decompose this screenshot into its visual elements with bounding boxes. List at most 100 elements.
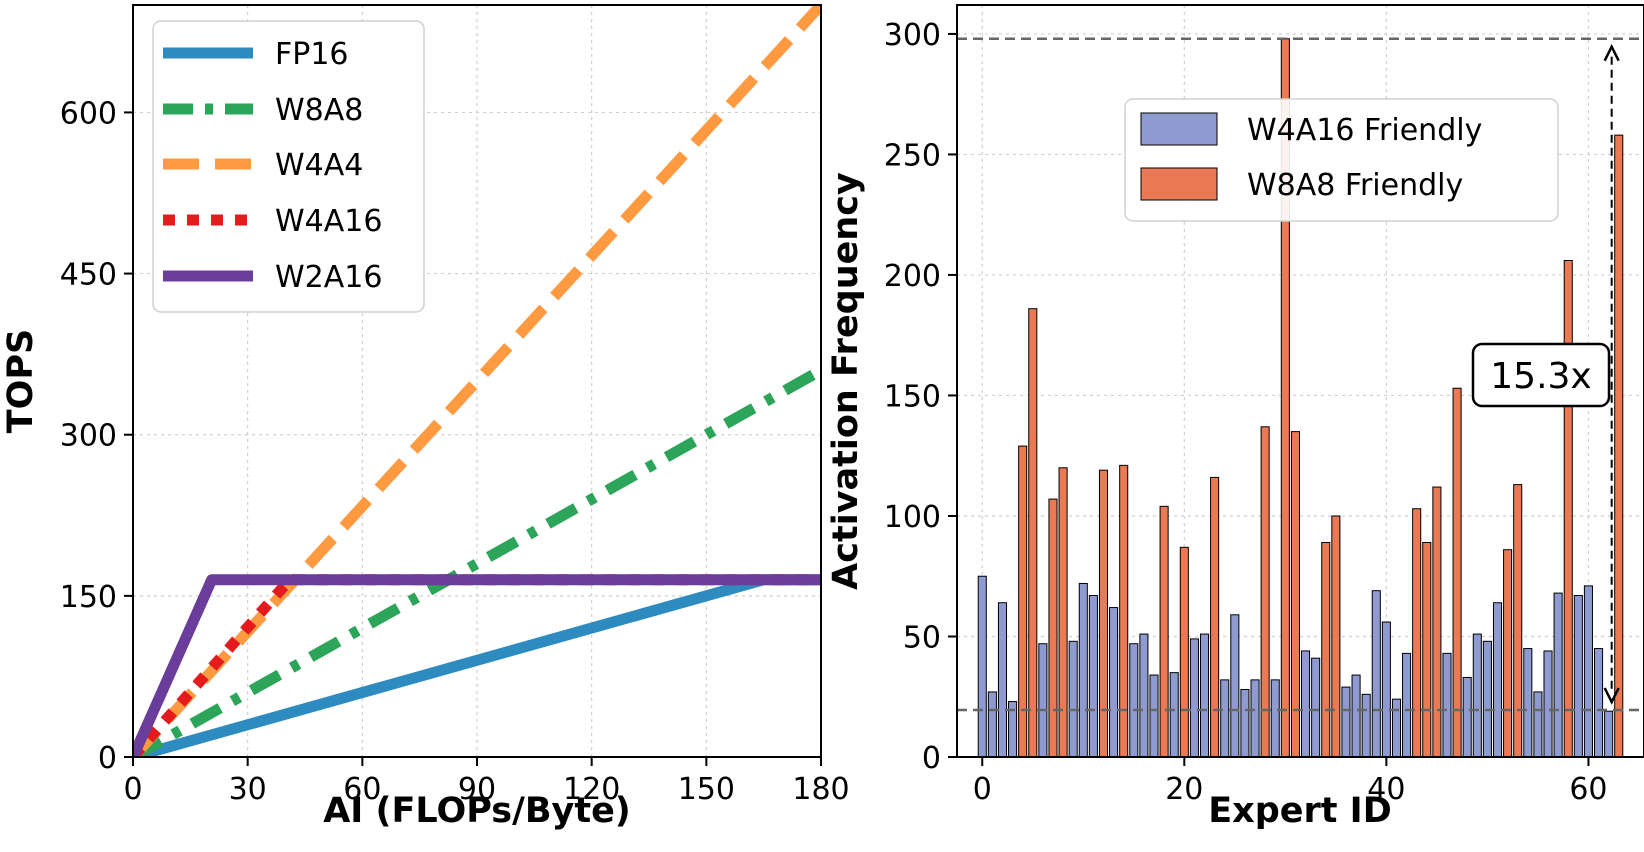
bar-expert-32 — [1301, 650, 1311, 758]
bar-expert-12 — [1098, 469, 1109, 758]
right-x-tick-label: 20 — [1165, 772, 1203, 807]
bar-expert-15 — [1129, 643, 1139, 758]
bar-expert-7 — [1048, 498, 1058, 758]
bar-expert-26 — [1240, 689, 1250, 758]
bar-expert-35 — [1331, 515, 1341, 758]
annotation-arrowhead-bottom — [1603, 687, 1620, 705]
annotation-label: 15.3x — [1490, 356, 1591, 397]
right-y-tick-label: 150 — [884, 379, 941, 414]
bar-expert-17 — [1149, 674, 1159, 758]
right-y-tick-label: 50 — [903, 620, 941, 655]
left-series-lines — [133, 5, 821, 757]
roofline-chart: 0 30 60 90 120 150 180 0 150 300 450 600 AI (FLOPs/… — [1, 4, 850, 831]
left-x-tick-label: 60 — [343, 772, 381, 807]
left-legend: FP16 W8A8 W4A4 W4A16 W2A16 — [152, 20, 425, 313]
bar-expert-14 — [1119, 464, 1129, 758]
bar-expert-16 — [1139, 633, 1149, 758]
bar-expert-45 — [1432, 486, 1442, 758]
bar-expert-59 — [1573, 595, 1583, 758]
right-ticks: 0 20 40 60 0 50 100 150 200 250 300 — [884, 18, 1608, 807]
right-y-tick-label: 250 — [884, 138, 941, 173]
bar-expert-1 — [987, 691, 997, 758]
bar-expert-53 — [1513, 484, 1523, 758]
annotation-arrowhead-top — [1603, 43, 1620, 62]
bar-expert-61 — [1594, 648, 1604, 758]
right-plot-frame — [956, 4, 1644, 758]
left-ticks: 0 30 60 90 120 150 180 0 150 300 450 600 — [60, 96, 850, 807]
right-y-tick-label: 200 — [884, 259, 941, 294]
right-y-axis-label: Activation Frequency — [826, 172, 866, 590]
right-x-tick-label: 0 — [973, 772, 992, 807]
bar-expert-23 — [1210, 476, 1220, 758]
bar-expert-51 — [1492, 602, 1503, 758]
right-y-tick-label: 0 — [922, 741, 941, 776]
bar-expert-41 — [1391, 698, 1402, 758]
legend-label-fp16: FP16 — [275, 37, 349, 72]
bar-expert-62 — [1604, 710, 1614, 758]
bar-expert-49 — [1472, 633, 1482, 758]
left-x-tick-label: 120 — [563, 772, 620, 807]
right-legend: W4A16 Friendly W8A8 Friendly — [1124, 98, 1559, 222]
left-y-tick-label: 450 — [60, 258, 117, 293]
bar-expert-31 — [1290, 431, 1300, 758]
legend-label-w4a4: W4A4 — [275, 148, 363, 183]
bar-expert-57 — [1553, 592, 1563, 758]
bar-expert-2 — [997, 602, 1007, 758]
bar-expert-13 — [1109, 607, 1119, 758]
bar-expert-20 — [1179, 546, 1189, 758]
ratio-annotation: 15.3x — [1471, 43, 1620, 705]
bar-expert-63 — [1614, 134, 1624, 758]
bar-expert-10 — [1078, 582, 1088, 758]
series-line-w2a16 — [133, 574, 821, 757]
bar-expert-24 — [1220, 679, 1230, 758]
bar-expert-0 — [977, 575, 987, 758]
legend-label-w2a16: W2A16 — [275, 260, 382, 295]
left-legend-box — [152, 20, 425, 313]
bar-expert-38 — [1361, 693, 1371, 758]
legend-label-w8a8: W8A8 — [275, 93, 363, 128]
bar-expert-54 — [1523, 648, 1533, 758]
left-x-tick-label: 0 — [123, 772, 142, 807]
right-reference-lines — [957, 37, 1644, 712]
bar-expert-50 — [1482, 640, 1492, 758]
bar-expert-25 — [1230, 614, 1240, 758]
bar-expert-34 — [1321, 541, 1331, 758]
bar-expert-6 — [1038, 643, 1048, 758]
legend-swatch-w4a16-friendly — [1140, 112, 1218, 146]
bar-expert-9 — [1068, 640, 1078, 758]
bar-expert-22 — [1199, 633, 1210, 758]
right-y-tick-label: 300 — [884, 18, 941, 53]
bar-expert-39 — [1371, 590, 1381, 758]
bar-expert-46 — [1442, 652, 1452, 758]
right-x-axis-label: Expert ID — [1208, 791, 1392, 831]
bar-expert-18 — [1159, 505, 1169, 758]
bar-expert-43 — [1412, 508, 1422, 758]
right-x-tick-label: 60 — [1569, 772, 1607, 807]
bar-expert-27 — [1250, 679, 1260, 758]
expert-activation-chart: 0 20 40 60 0 50 100 150 200 250 300 Expert ID Acti… — [826, 4, 1644, 831]
annotation-box — [1471, 342, 1611, 408]
left-x-tick-label: 180 — [792, 772, 849, 807]
bar-expert-21 — [1189, 638, 1199, 758]
bar-expert-36 — [1341, 686, 1351, 758]
left-x-tick-label: 150 — [678, 772, 735, 807]
legend-swatch-w8a8-friendly — [1140, 167, 1218, 201]
left-y-tick-label: 600 — [60, 96, 117, 131]
bar-expert-58 — [1563, 259, 1573, 758]
left-y-tick-label: 150 — [60, 580, 117, 615]
bar-expert-52 — [1503, 549, 1513, 758]
bar-expert-37 — [1351, 674, 1361, 758]
bar-expert-47 — [1452, 387, 1462, 758]
bar-expert-60 — [1583, 585, 1593, 758]
bar-expert-29 — [1270, 679, 1280, 758]
bar-expert-48 — [1462, 676, 1472, 758]
bar-expert-11 — [1088, 595, 1098, 758]
series-line-fp16 — [133, 574, 821, 757]
left-y-tick-label: 0 — [98, 741, 117, 776]
bar-expert-8 — [1058, 467, 1068, 758]
bar-expert-56 — [1543, 650, 1553, 758]
bar-expert-55 — [1533, 691, 1543, 758]
right-legend-box — [1124, 98, 1559, 222]
left-y-tick-label: 300 — [60, 419, 117, 454]
